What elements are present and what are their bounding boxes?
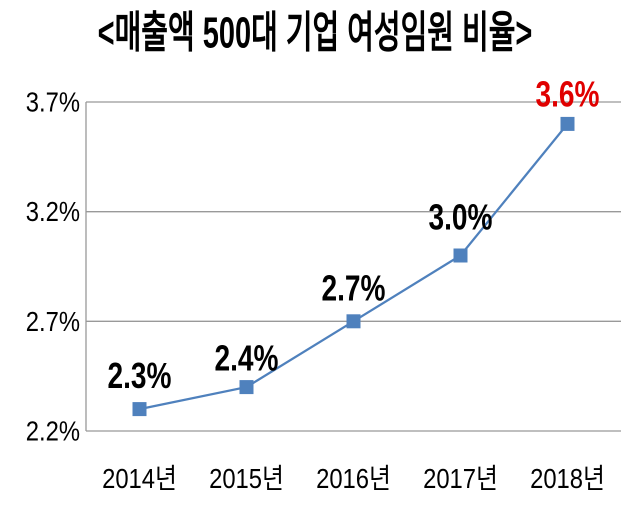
svg-text:2018년: 2018년 bbox=[530, 462, 605, 494]
svg-text:2.7%: 2.7% bbox=[322, 268, 386, 308]
svg-text:2015년: 2015년 bbox=[209, 462, 284, 494]
svg-text:2017년: 2017년 bbox=[423, 462, 498, 494]
svg-text:2.4%: 2.4% bbox=[215, 338, 279, 378]
svg-text:2014년: 2014년 bbox=[102, 462, 177, 494]
svg-text:3.6%: 3.6% bbox=[536, 74, 600, 114]
svg-text:3.2%: 3.2% bbox=[26, 195, 80, 227]
svg-text:2.2%: 2.2% bbox=[26, 415, 80, 447]
svg-text:2016년: 2016년 bbox=[316, 462, 391, 494]
svg-text:3.7%: 3.7% bbox=[26, 86, 80, 118]
svg-text:3.0%: 3.0% bbox=[429, 197, 493, 237]
svg-text:2.3%: 2.3% bbox=[108, 356, 172, 396]
svg-text:2.7%: 2.7% bbox=[26, 305, 80, 337]
